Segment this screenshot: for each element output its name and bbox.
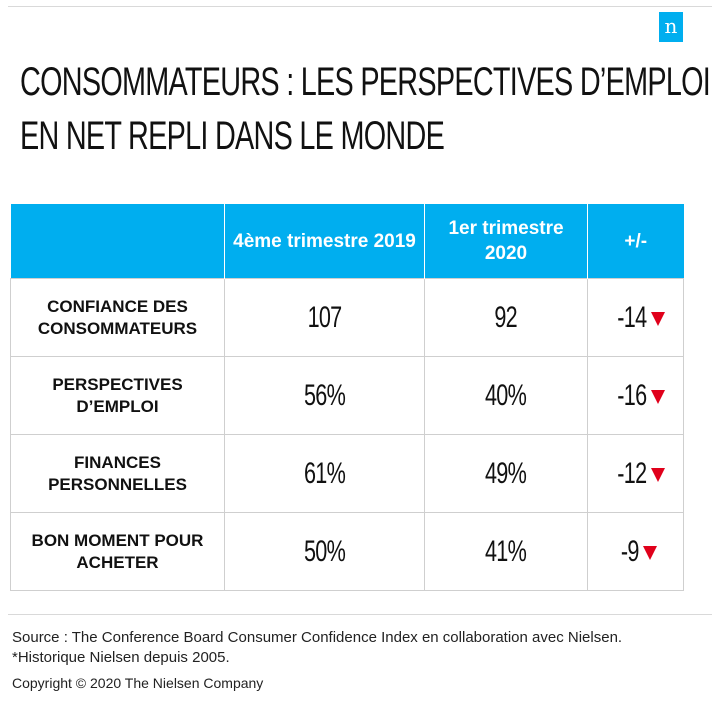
- q1-2020-value: 92: [424, 278, 588, 357]
- q1-2020-value: 49%: [424, 434, 588, 513]
- table-row: FINANCES PERSONNELLES 61% 49% -12: [10, 434, 684, 513]
- change-value: -9: [587, 512, 684, 591]
- row-label: CONFIANCE DES CONSOMMATEURS: [10, 278, 225, 357]
- change-value: -12: [587, 434, 684, 513]
- q4-2019-value: 61%: [224, 434, 425, 513]
- row-label: FINANCES PERSONNELLES: [10, 434, 225, 513]
- q4-2019-value: 56%: [224, 356, 425, 435]
- table-row: BON MOMENT POUR ACHETER 50% 41% -9: [10, 512, 684, 591]
- top-divider: [8, 6, 712, 7]
- title-line-1: CONSOMMATEURS : LES PERSPECTIVES D’EMPLO…: [20, 60, 711, 104]
- bottom-divider: [8, 614, 712, 615]
- down-triangle-icon: [650, 311, 665, 326]
- row-label: BON MOMENT POUR ACHETER: [10, 512, 225, 591]
- page-title: CONSOMMATEURS : LES PERSPECTIVES D’EMPLO…: [20, 55, 711, 163]
- row-label: PERSPECTIVES D’EMPLOI: [10, 356, 225, 435]
- header-change: +/-: [587, 204, 684, 279]
- change-value: -14: [587, 278, 684, 357]
- source-note: Source : The Conference Board Consumer C…: [12, 628, 712, 668]
- history-note: *Historique Nielsen depuis 2005.: [12, 649, 230, 666]
- nielsen-logo: n: [659, 12, 683, 42]
- table-row: CONFIANCE DES CONSOMMATEURS 107 92 -14: [10, 278, 684, 357]
- down-triangle-icon: [650, 389, 665, 404]
- table-header-row: 4ème trimestre 2019 1er trimestre 2020 +…: [10, 204, 684, 279]
- confidence-table: 4ème trimestre 2019 1er trimestre 2020 +…: [10, 204, 684, 591]
- down-triangle-icon: [650, 467, 665, 482]
- copyright: Copyright © 2020 The Nielsen Company: [12, 675, 264, 691]
- header-q1-2020: 1er trimestre 2020: [424, 204, 588, 279]
- header-q4-2019: 4ème trimestre 2019: [224, 204, 425, 279]
- q4-2019-value: 50%: [224, 512, 425, 591]
- source-text: Source : The Conference Board Consumer C…: [12, 629, 623, 646]
- q4-2019-value: 107: [224, 278, 425, 357]
- title-line-2: EN NET REPLI DANS LE MONDE: [20, 114, 445, 158]
- table-row: PERSPECTIVES D’EMPLOI 56% 40% -16: [10, 356, 684, 435]
- q1-2020-value: 40%: [424, 356, 588, 435]
- header-indicator: [10, 204, 225, 279]
- down-triangle-icon: [642, 545, 657, 560]
- q1-2020-value: 41%: [424, 512, 588, 591]
- change-value: -16: [587, 356, 684, 435]
